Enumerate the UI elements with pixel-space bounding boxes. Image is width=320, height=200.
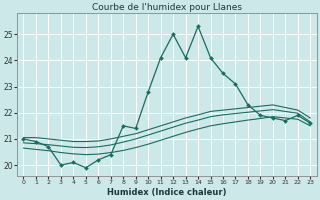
X-axis label: Humidex (Indice chaleur): Humidex (Indice chaleur) bbox=[107, 188, 227, 197]
Title: Courbe de l'humidex pour Llanes: Courbe de l'humidex pour Llanes bbox=[92, 3, 242, 12]
